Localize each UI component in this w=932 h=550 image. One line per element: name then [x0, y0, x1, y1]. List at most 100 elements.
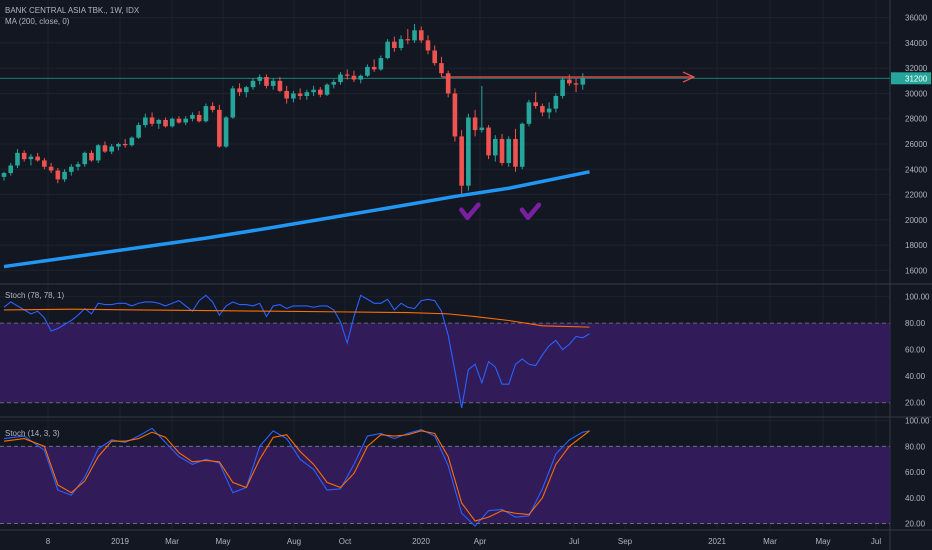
candle-body: [412, 30, 417, 41]
candle-body: [102, 145, 108, 152]
candle-body: [418, 30, 424, 41]
stoch1-legend-label[interactable]: Stoch (78, 78, 1): [5, 291, 65, 300]
candle-body: [371, 66, 377, 70]
candle-body: [210, 106, 215, 110]
stoch-band: [0, 323, 890, 403]
x-tick-label: Apr: [474, 537, 487, 546]
candle-body: [116, 144, 121, 147]
x-tick-label: Sep: [618, 537, 633, 546]
candle-body: [526, 102, 532, 124]
candle-body: [304, 92, 310, 96]
candle-body: [506, 138, 512, 163]
candle-body: [546, 108, 552, 113]
y-tick-label: 20000: [905, 216, 928, 225]
y-tick-label: 20.00: [905, 520, 926, 529]
candle-body: [405, 39, 411, 41]
x-tick-label: 2019: [111, 537, 129, 546]
candle-body: [385, 41, 390, 59]
candle-body: [378, 58, 384, 70]
candle-body: [129, 137, 135, 146]
candle-body: [250, 80, 256, 88]
x-tick-label: 2020: [412, 537, 430, 546]
candle-body: [291, 93, 296, 99]
x-tick-label: 2021: [708, 537, 726, 546]
candle-body: [95, 145, 101, 161]
candle-body: [217, 109, 222, 147]
candle-body: [365, 66, 370, 76]
x-tick-label: Aug: [287, 537, 301, 546]
y-tick-label: 40.00: [905, 494, 926, 503]
candle-body: [452, 93, 458, 137]
checkmark-icon: [519, 202, 542, 221]
candle-body: [163, 119, 168, 127]
candle-body: [567, 79, 572, 84]
candle-body: [136, 125, 141, 138]
y-tick-label: 34000: [905, 39, 928, 48]
stoch1-legend: Stoch (78, 78, 1): [5, 290, 64, 301]
candle-body: [560, 79, 565, 96]
candle-body: [344, 74, 350, 76]
candle-body: [21, 152, 27, 160]
y-tick-label: 28000: [905, 115, 928, 124]
stoch-d-line: [3, 430, 590, 522]
ma-legend-label[interactable]: MA (200, close, 0): [5, 17, 70, 26]
candle-body: [149, 117, 155, 124]
candle-body: [35, 156, 40, 161]
y-tick-label: 32000: [905, 64, 928, 73]
candle-body: [513, 138, 518, 167]
main-legend: BANK CENTRAL ASIA TBK., 1W, IDX MA (200,…: [5, 5, 139, 27]
x-tick-label: Jul: [871, 537, 881, 546]
ma200-line: [3, 170, 590, 269]
candle-body: [284, 90, 289, 99]
candle-body: [573, 83, 579, 85]
candle-body: [143, 117, 148, 126]
candle-body: [492, 138, 498, 156]
candle-body: [230, 88, 236, 118]
symbol-label[interactable]: BANK CENTRAL ASIA TBK., 1W, IDX: [5, 6, 140, 15]
x-tick-label: 8: [46, 537, 51, 546]
candle-body: [519, 123, 525, 167]
candle-body: [156, 119, 162, 124]
x-tick-label: Mar: [165, 537, 179, 546]
y-tick-label: 18000: [905, 241, 928, 250]
stoch-d-line: [3, 308, 590, 328]
candle-body: [190, 114, 195, 119]
candle-body: [445, 73, 451, 94]
y-tick-label: 16000: [905, 266, 928, 275]
y-tick-label: 80.00: [905, 442, 926, 451]
y-tick-label: 60.00: [905, 468, 926, 477]
candle-body: [533, 102, 538, 107]
candle-body: [109, 146, 114, 152]
y-tick-label: 40.00: [905, 372, 926, 381]
candle-body: [48, 166, 54, 171]
candle-body: [243, 87, 249, 93]
candle-body: [425, 40, 431, 51]
candle-body: [183, 118, 189, 123]
candle-body: [196, 114, 202, 122]
last-price-label: 31200: [905, 74, 928, 83]
candle-body: [15, 152, 20, 166]
y-tick-label: 26000: [905, 140, 928, 149]
candle-body: [392, 41, 397, 48]
candle-body: [257, 77, 263, 81]
candle-body: [223, 117, 229, 147]
candle-body: [42, 160, 47, 167]
candle-body: [311, 89, 316, 93]
candle-body: [75, 164, 81, 167]
candle-body: [398, 39, 404, 48]
candle-body: [553, 95, 559, 109]
candle-body: [318, 89, 323, 95]
candle-body: [270, 80, 276, 86]
y-tick-label: 22000: [905, 191, 928, 200]
candle-body: [55, 170, 61, 180]
y-tick-label: 80.00: [905, 319, 926, 328]
candle-body: [472, 117, 478, 131]
stoch2-legend-label[interactable]: Stoch (14, 3, 3): [5, 429, 60, 438]
candle-body: [479, 127, 485, 131]
y-tick-label: 36000: [905, 14, 928, 23]
candle-body: [277, 80, 283, 91]
y-tick-label: 100.00: [905, 417, 930, 426]
candle-body: [264, 77, 269, 86]
candle-body: [237, 88, 242, 93]
